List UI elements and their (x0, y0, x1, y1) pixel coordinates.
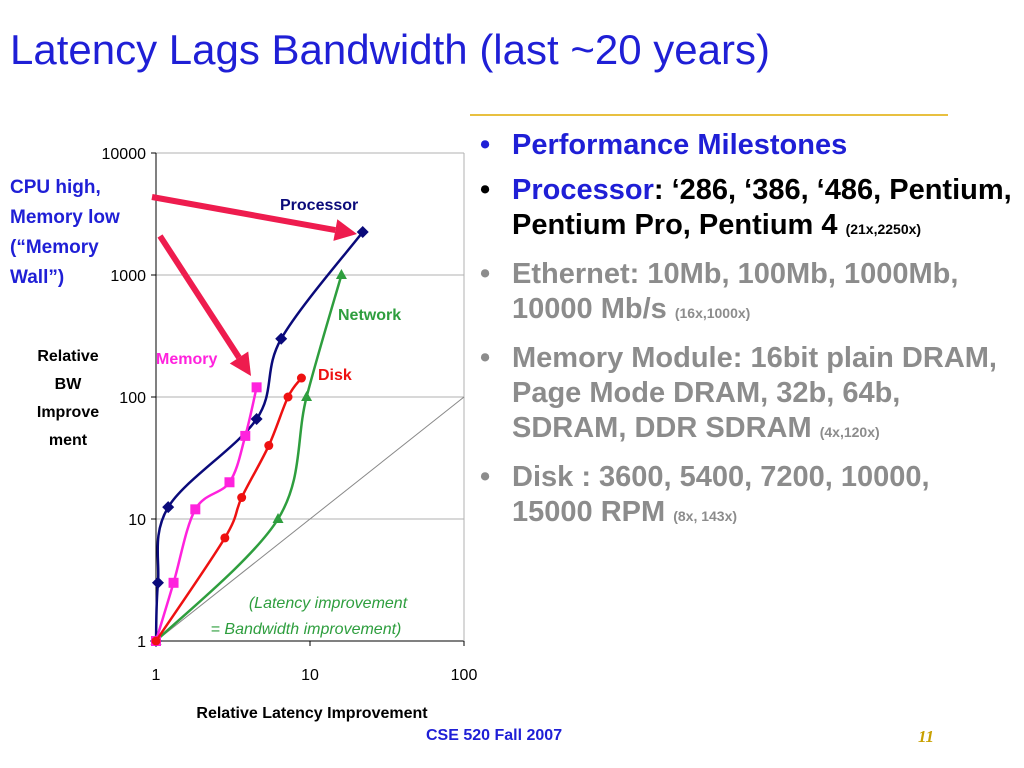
data-point (151, 636, 161, 646)
data-point (237, 493, 247, 503)
series-memory (151, 382, 262, 646)
y-tick-label: 1000 (110, 268, 146, 285)
data-point (356, 226, 369, 239)
data-point (162, 501, 175, 514)
arrow-head-icon (333, 219, 357, 241)
x-tick-label: 100 (451, 667, 478, 684)
callout-arrow-line (151, 194, 336, 234)
bullet-dot-icon: • (480, 174, 491, 206)
data-point (296, 373, 306, 383)
y-axis-title: BW (55, 376, 83, 393)
data-point (251, 382, 262, 393)
title-divider (470, 114, 948, 116)
x-tick-label: 1 (152, 667, 161, 684)
bullet-note: (8x, 143x) (673, 508, 738, 524)
bullet-text: Disk : 3600, 5400, 7200, 10000, 15000 RP… (512, 461, 930, 528)
data-point (272, 513, 284, 523)
series-label: Network (338, 307, 401, 324)
bullet-item: • Performance Milestones (476, 128, 1016, 163)
y-tick-label: 10000 (102, 146, 147, 163)
bullet-list: • Performance Milestones • Processor: ‘286,… (476, 128, 1016, 544)
reference-line (155, 396, 465, 642)
series-processor (150, 226, 369, 647)
y-axis-title: ment (49, 432, 88, 449)
bullet-text: Ethernet: 10Mb, 100Mb, 1000Mb, 10000 Mb/… (512, 258, 959, 325)
chart-labels: Processor Network Memory Disk (Latency impro… (37, 197, 428, 722)
y-axis-title: Improve (37, 404, 99, 421)
bullet-item: • Processor: ‘286, ‘386, ‘486, Pentium, P… (476, 173, 1016, 247)
bullet-item: • Memory Module: 16bit plain DRAM, Page M… (476, 341, 1016, 450)
footer-course: CSE 520 Fall 2007 (426, 727, 563, 744)
data-point (190, 504, 201, 515)
data-point (224, 477, 235, 488)
series-line (154, 387, 258, 642)
data-point (240, 430, 251, 441)
arrow-head-icon (229, 351, 251, 376)
bullet-head: Processor (512, 174, 654, 206)
y-tick-label: 10 (128, 512, 146, 529)
y-tick-label: 100 (119, 390, 146, 407)
reference-annotation: = Bandwidth improvement) (211, 621, 402, 638)
bullet-note: (21x,2250x) (845, 221, 922, 237)
footer-page-number: 11 (918, 727, 935, 746)
series-label: Memory (156, 351, 217, 368)
data-point (335, 269, 347, 279)
data-point (275, 332, 288, 345)
callout-arrow-line (157, 234, 242, 360)
series-label: Disk (318, 367, 352, 384)
bullet-item: • Disk : 3600, 5400, 7200, 10000, 15000 R… (476, 460, 1016, 534)
series-line (154, 231, 364, 642)
y-axis-title: Relative (37, 348, 98, 365)
bullet-dot-icon: • (480, 461, 491, 493)
x-axis-title: Relative Latency Improvement (196, 705, 428, 722)
bullet-item: • Ethernet: 10Mb, 100Mb, 1000Mb, 10000 Mb… (476, 257, 1016, 331)
x-tick-label: 10 (301, 667, 319, 684)
series-network (150, 269, 347, 645)
data-point (283, 392, 293, 402)
bullet-dot-icon: • (480, 258, 491, 290)
reference-annotation: (Latency improvement (249, 595, 408, 612)
series-line (155, 274, 343, 642)
y-tick-label: 1 (137, 634, 146, 651)
callout-line: Memory low (10, 207, 120, 228)
bullet-text: : ‘286, ‘386, ‘486, Pentium, Pentium Pro… (512, 174, 1012, 241)
chart-axes: 1 10 100 1000 10000 1 10 100 (102, 146, 478, 684)
slide-title: Latency Lags Bandwidth (last ~20 years) (10, 26, 770, 73)
bullet-dot-icon: • (480, 342, 491, 374)
callout-line: Wall”) (10, 267, 65, 288)
callout-text: CPU high, Memory low (“Memory Wall”) (10, 173, 120, 293)
data-point (264, 441, 274, 451)
data-point (220, 533, 230, 543)
data-point (250, 413, 263, 426)
callout-line: CPU high, (10, 177, 101, 198)
bullet-text: Memory Module: 16bit plain DRAM, Page Mo… (512, 342, 997, 444)
reference-line-group (155, 396, 465, 642)
data-point (151, 576, 164, 589)
data-point (168, 577, 179, 588)
series-disk (151, 373, 306, 646)
bullet-note: (4x,120x) (819, 424, 880, 440)
callout-line: (“Memory (10, 237, 99, 258)
series-label: Processor (280, 197, 358, 214)
data-point (301, 391, 313, 401)
bullet-dot-icon: • (480, 129, 491, 161)
bullet-head: Performance Milestones (512, 129, 848, 161)
callout-arrows (151, 194, 357, 376)
series-group (150, 226, 369, 647)
bullet-note: (16x,1000x) (674, 305, 751, 321)
